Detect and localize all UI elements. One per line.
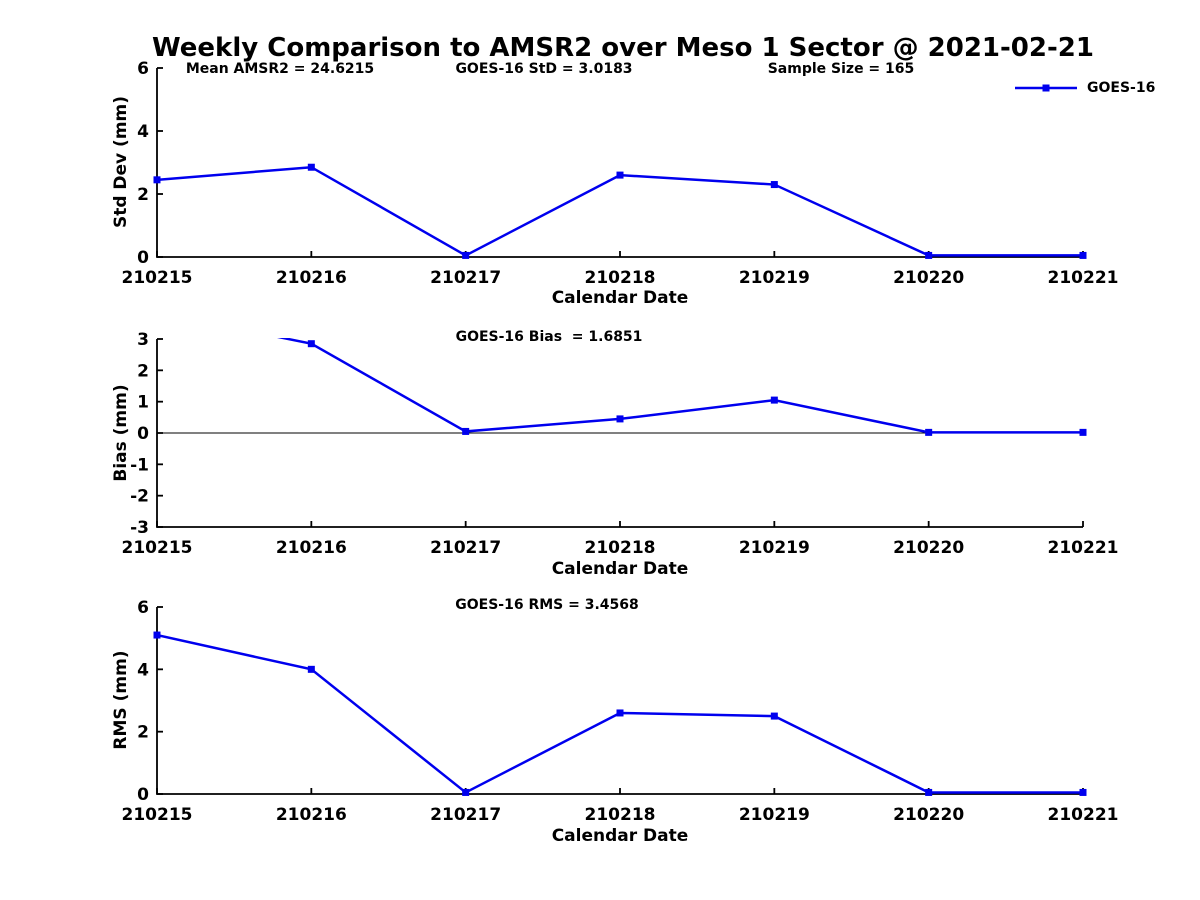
- x-tick-label: 210216: [276, 805, 347, 825]
- annotation-goes16-rms: GOES-16 RMS = 3.4568: [455, 597, 639, 613]
- xlabel-rms: Calendar Date: [551, 826, 689, 846]
- data-point-marker: [1079, 788, 1087, 796]
- legend-square-marker-icon: [1042, 84, 1050, 92]
- x-tick-label: 210217: [430, 538, 501, 558]
- axis-spine: [156, 607, 1083, 795]
- x-tick-label: 210219: [739, 805, 810, 825]
- ylabel-bias: Bias (mm): [111, 384, 131, 482]
- data-point-marker: [925, 788, 933, 796]
- x-tick-label: 210216: [276, 268, 347, 288]
- data-point-marker: [153, 631, 161, 639]
- data-point-marker: [1079, 428, 1087, 436]
- x-tick-label: 210216: [276, 538, 347, 558]
- data-point-marker: [462, 427, 470, 435]
- legend: GOES-16: [1014, 81, 1155, 95]
- ylabel-rms: RMS (mm): [111, 650, 131, 750]
- data-point-marker: [616, 171, 624, 179]
- y-tick-label: -3: [130, 518, 149, 538]
- data-point-marker: [770, 712, 778, 720]
- rms-plot: 0 2 4 6 210215 210216 210217 210218 210219 210220…: [122, 598, 1119, 825]
- x-tick-label: 210220: [893, 268, 964, 288]
- xlabel-std-dev: Calendar Date: [551, 288, 689, 308]
- y-tick-label: -2: [130, 487, 149, 507]
- data-point-marker: [462, 251, 470, 259]
- series-line: [156, 165, 1083, 257]
- y-tick-label: 3: [137, 330, 149, 350]
- x-tick-label: 210220: [893, 538, 964, 558]
- ylabel-std-dev: Std Dev (mm): [111, 95, 131, 229]
- data-point-marker: [616, 415, 624, 423]
- std-dev-plot: 0 2 4 6 210215 210216 210217 210218 210219 210220…: [122, 59, 1119, 288]
- xlabel-bias: Calendar Date: [551, 559, 689, 579]
- annotation-goes16-bias: GOES-16 Bias = 1.6851: [455, 329, 643, 345]
- data-point-marker: [1079, 251, 1087, 259]
- x-tick-label: 210217: [430, 805, 501, 825]
- x-tick-label: 210217: [430, 268, 501, 288]
- x-tick-label: 210215: [122, 538, 193, 558]
- y-tick-label: 6: [137, 59, 149, 79]
- x-tick-label: 210215: [122, 805, 193, 825]
- y-tick-label: 0: [137, 424, 149, 444]
- axis-spine: [156, 68, 1083, 258]
- y-tick-label: 0: [137, 248, 149, 268]
- data-point-marker: [154, 309, 161, 316]
- figure-title: Weekly Comparison to AMSR2 over Meso 1 S…: [152, 33, 1094, 63]
- data-point-marker: [307, 665, 315, 673]
- x-tick-label: 210221: [1048, 268, 1119, 288]
- data-point-marker: [307, 340, 315, 348]
- x-tick-label: 210215: [122, 268, 193, 288]
- x-tick-label: 210218: [585, 268, 656, 288]
- legend-label: GOES-16: [1087, 80, 1156, 96]
- x-tick-label: 210221: [1048, 538, 1119, 558]
- y-tick-label: 2: [137, 185, 149, 205]
- y-tick-label: 0: [137, 785, 149, 805]
- data-point-marker: [770, 396, 778, 404]
- data-point-marker: [616, 709, 624, 717]
- y-tick-label: 6: [137, 598, 149, 618]
- annotation-mean-amsr2: Mean AMSR2 = 24.6215: [185, 61, 375, 77]
- data-point-marker: [153, 176, 161, 184]
- legend-marker-line: [1015, 84, 1077, 92]
- y-tick-label: 2: [137, 361, 149, 381]
- annotation-goes16-std: GOES-16 StD = 3.0183: [455, 61, 633, 77]
- x-tick-label: 210219: [739, 538, 810, 558]
- data-point-marker: [925, 428, 933, 436]
- y-tick-label: -1: [130, 455, 149, 475]
- y-tick-label: 4: [137, 660, 149, 680]
- y-tick-label: 4: [137, 122, 149, 142]
- x-tick-label: 210218: [585, 805, 656, 825]
- x-tick-label: 210221: [1048, 805, 1119, 825]
- data-point-marker: [770, 181, 778, 189]
- x-tick-label: 210219: [739, 268, 810, 288]
- data-point-marker: [925, 251, 933, 259]
- x-tick-label: 210220: [893, 805, 964, 825]
- x-tick-label: 210218: [585, 538, 656, 558]
- data-point-marker: [462, 788, 470, 796]
- y-tick-label: 2: [137, 723, 149, 743]
- annotation-sample-size: Sample Size = 165: [767, 61, 915, 77]
- data-point-marker: [307, 163, 315, 171]
- y-tick-label: 1: [137, 393, 149, 413]
